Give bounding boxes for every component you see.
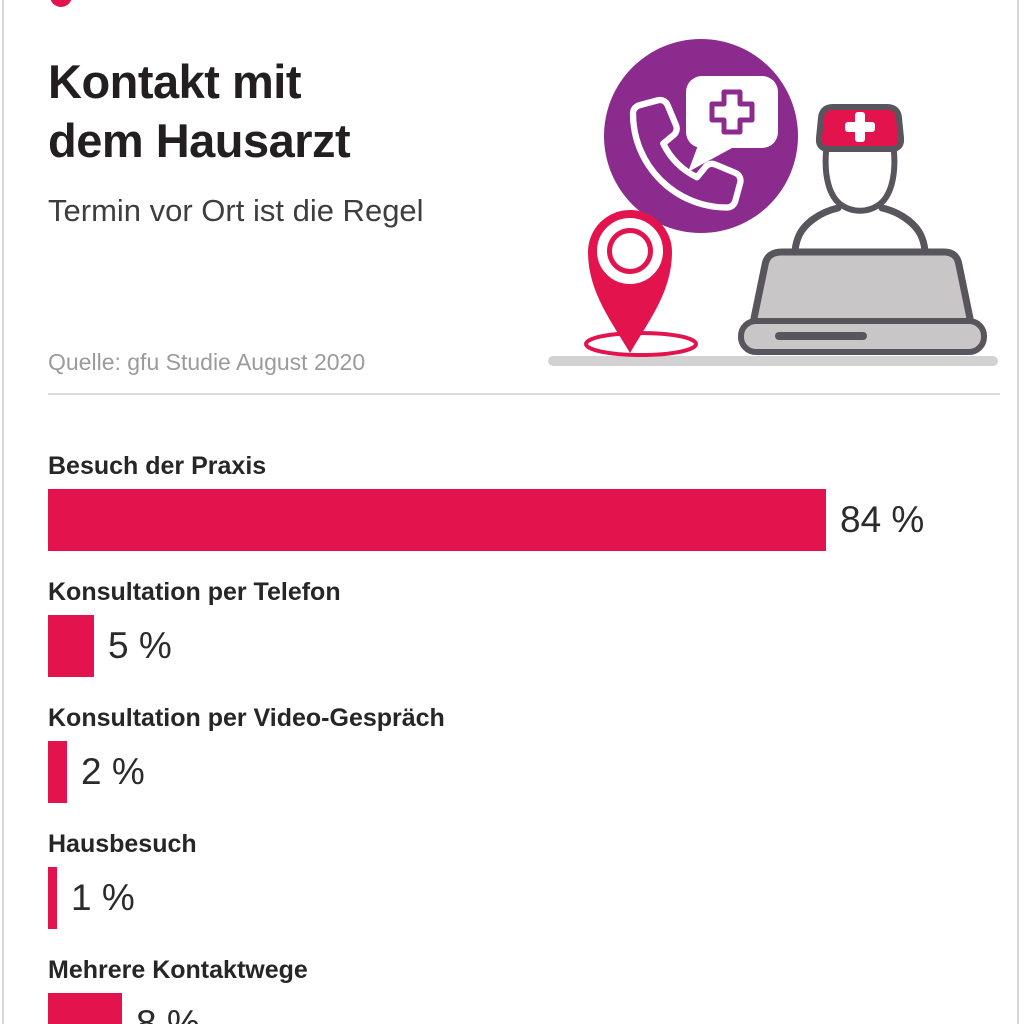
title-line-1: Kontakt mit — [48, 55, 302, 108]
bar-label: Konsultation per Telefon — [48, 578, 341, 606]
left-border-line — [2, 0, 4, 1024]
speech-bubble-medical-cross-icon — [686, 76, 778, 172]
ground-line — [548, 356, 998, 366]
laptop-icon — [738, 248, 987, 355]
bar-label: Besuch der Praxis — [48, 452, 267, 480]
bar-value: 8 % — [136, 1003, 200, 1024]
page-subtitle: Termin vor Ort ist die Regel — [48, 193, 424, 228]
divider-line — [48, 393, 1000, 395]
bar-label: Hausbesuch — [48, 830, 197, 858]
bar-value: 84 % — [840, 499, 925, 540]
chart-row: Hausbesuch 1 % — [48, 830, 1000, 929]
bar-value: 2 % — [81, 751, 145, 792]
right-border-line — [1017, 0, 1019, 1024]
bar — [48, 867, 57, 929]
bar-label: Mehrere Kontaktwege — [48, 956, 308, 984]
bar-label: Konsultation per Video-Gespräch — [48, 704, 445, 732]
logo-dot — [50, 0, 72, 7]
chart-row: Konsultation per Video-Gespräch 2 % — [48, 704, 1000, 803]
phone-receiver-icon — [629, 96, 744, 211]
bar — [48, 489, 826, 551]
chart-row: Mehrere Kontaktwege 8 % — [48, 956, 1000, 1024]
bar-line: 2 % — [48, 741, 1000, 803]
bar-line: 8 % — [48, 993, 1000, 1024]
bar-chart: Besuch der Praxis 84 % Konsultation per … — [48, 452, 1000, 1024]
page-title: Kontakt mit dem Hausarzt — [48, 52, 351, 170]
pin-ground-ring — [584, 331, 698, 357]
doctor-figure — [791, 104, 929, 258]
bar-value: 5 % — [108, 625, 172, 666]
medical-cap-icon — [815, 104, 905, 152]
bar — [48, 993, 122, 1024]
location-pin-icon — [588, 210, 672, 353]
bar-line: 84 % — [48, 489, 1000, 551]
chart-row: Besuch der Praxis 84 % — [48, 452, 1000, 551]
bar — [48, 615, 94, 677]
title-line-2: dem Hausarzt — [48, 114, 351, 167]
chart-row: Konsultation per Telefon 5 % — [48, 578, 1000, 677]
source-note: Quelle: gfu Studie August 2020 — [48, 349, 366, 375]
bar-line: 5 % — [48, 615, 1000, 677]
bar-value: 1 % — [71, 877, 135, 918]
doctor-illustration — [548, 39, 998, 366]
bar — [48, 741, 67, 803]
bar-line: 1 % — [48, 867, 1000, 929]
